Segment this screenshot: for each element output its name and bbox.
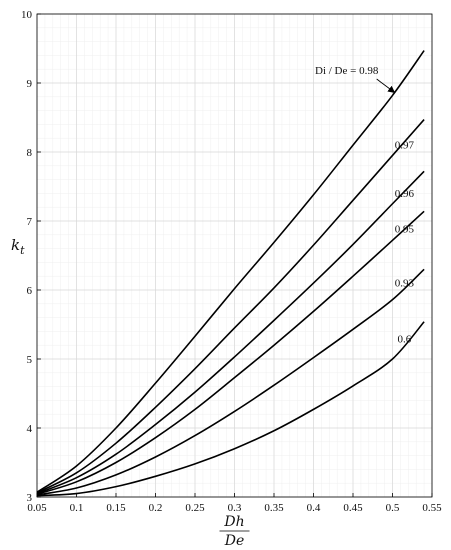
series-line-0-98	[36, 50, 425, 493]
annotation-label: Di / De = 0.98	[315, 65, 379, 77]
series-line-0-6	[36, 321, 425, 497]
x-tick-label: 0.05	[27, 502, 47, 514]
x-tick-label: 0.15	[106, 502, 126, 514]
x-tick-label: 0.4	[307, 502, 321, 514]
y-tick-label: 7	[27, 216, 33, 228]
y-tick-label: 3	[27, 492, 33, 504]
x-tick-label: 0.55	[422, 502, 442, 514]
series-line-0-97	[36, 119, 425, 494]
x-tick-label: 0.2	[149, 502, 163, 514]
annotation-label: 0.96	[395, 188, 415, 200]
y-tick-label: 6	[27, 285, 33, 297]
x-tick-label: 0.1	[70, 502, 84, 514]
y-axis-label: kt	[11, 236, 25, 257]
x-tick-label: 0.45	[343, 502, 363, 514]
x-tick-label: 0.25	[185, 502, 205, 514]
x-axis-label-numerator: Dh	[223, 514, 244, 530]
y-tick-label: 4	[27, 423, 33, 435]
x-tick-label: 0.3	[228, 502, 242, 514]
axis-ticks: 0.05 0.1 0.15 0.2 0.25 0.3 0.35 0.4 0.45 0.5 0.55 3…	[21, 9, 442, 514]
y-tick-label: 9	[27, 78, 33, 90]
series-lines	[36, 50, 425, 497]
grid	[36, 13, 433, 498]
x-axis-label-denominator: De	[224, 533, 245, 549]
y-tick-label: 8	[27, 147, 33, 159]
x-tick-label: 0.5	[386, 502, 400, 514]
y-tick-label: 10	[21, 9, 33, 21]
series-line-0-95	[36, 210, 425, 496]
y-tick-label: 5	[27, 354, 33, 366]
series-line-0-93	[36, 268, 425, 496]
series-line-0-96	[36, 170, 425, 495]
annotation-label: 0.95	[395, 224, 415, 236]
x-tick-label: 0.35	[264, 502, 284, 514]
annotations: Di / De = 0.98 0.97 0.96 0.95 0.93 0.6	[315, 65, 414, 345]
annotation-label: 0.97	[395, 140, 415, 152]
annotation-arrow	[376, 78, 396, 93]
annotation-label: 0.6	[397, 333, 411, 345]
x-axis-label: Dh De	[219, 514, 250, 549]
annotation-label: 0.93	[395, 278, 415, 290]
